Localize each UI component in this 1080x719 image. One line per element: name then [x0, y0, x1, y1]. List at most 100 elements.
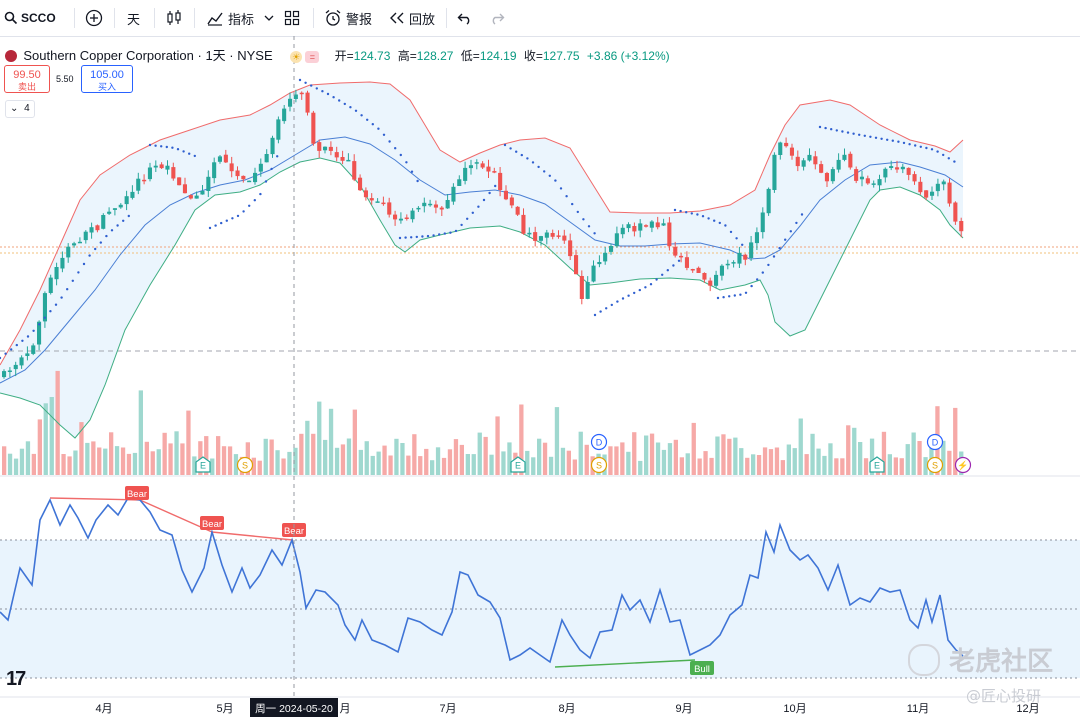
candle-body [708, 280, 713, 286]
candle-body [165, 165, 170, 170]
volume-bar [257, 460, 262, 475]
sar-dot [891, 139, 894, 142]
candle-body [451, 186, 456, 202]
candle-body [614, 233, 619, 247]
candle-body [323, 146, 328, 151]
volume-bar [727, 438, 732, 475]
compare-symbol-button[interactable] [85, 0, 103, 36]
candle-body [655, 222, 660, 228]
sar-dot [315, 87, 318, 90]
volume-bar [578, 431, 583, 475]
event-marker-letter: E [200, 461, 206, 471]
month-tick-label: 4月 [95, 703, 112, 715]
split-icon [926, 456, 944, 474]
chart-legend: Southern Copper Corporation · 1天 · NYSE … [5, 45, 670, 64]
candle-body [521, 214, 526, 234]
volume-bar [192, 456, 197, 475]
crosshair-date-label: 周一 2024-05-20 [250, 698, 338, 717]
candle-body [638, 223, 643, 231]
volume-bar [138, 390, 143, 475]
candle-body [404, 217, 409, 219]
sar-dot [750, 284, 753, 288]
volume-bar [792, 448, 797, 475]
divergence-label-text: Bear [202, 519, 222, 530]
indicator-count: 4 [24, 103, 30, 114]
sar-dot [454, 229, 458, 233]
volume-bar [364, 441, 369, 475]
candle-body [679, 255, 684, 258]
brand-text: 老虎社区 [949, 647, 1054, 677]
volume-bar [697, 458, 702, 475]
volume-bar [174, 431, 179, 475]
event-marker-letter: S [596, 461, 602, 471]
sar-dot [610, 303, 613, 307]
sar-dot [571, 202, 574, 206]
replay-button[interactable]: 回放 [389, 0, 435, 36]
undo-button[interactable] [457, 0, 473, 36]
event-marker-e: E [869, 456, 885, 473]
sar-dot [99, 241, 103, 244]
sar-dot [953, 160, 956, 163]
sar-dot [649, 283, 653, 286]
earnings-icon [869, 456, 885, 473]
buy-button[interactable]: 105.00 买入 [81, 65, 133, 93]
buy-price: 105.00 [90, 69, 124, 81]
event-marker-e: E [510, 456, 526, 473]
sar-dot [77, 271, 80, 274]
candle-body [60, 257, 65, 269]
candle-body [801, 160, 806, 167]
sar-dot [349, 106, 352, 109]
split-icon [236, 456, 254, 474]
collapse-indicators-button[interactable]: ⌄ 4 [5, 100, 35, 118]
interval-button[interactable]: 天 [127, 0, 140, 36]
candle-body [784, 142, 789, 147]
sar-dot [509, 147, 512, 150]
sar-dot [696, 213, 699, 216]
sar-dot [936, 150, 939, 153]
candle-body [398, 218, 403, 221]
candle-body [562, 235, 567, 241]
volume-bar [328, 408, 334, 475]
candle-body [492, 171, 497, 173]
candle-body [819, 164, 824, 173]
price-chart[interactable]: E S E D S E D S ⚡ Bear Bear Bear Bull 4月 5月 月 7月 8月 9月 10月 1… [0, 36, 1080, 719]
candle-body [883, 168, 888, 178]
candle-body [644, 225, 649, 227]
volume-bar [346, 438, 352, 475]
candle-body [731, 262, 736, 264]
sar-dot [332, 96, 335, 99]
candle-body [714, 274, 719, 286]
sar-dot [565, 195, 568, 198]
ohlc-values: 开=124.73 高=128.27 低=124.19 收=127.75 +3.8… [334, 49, 670, 63]
indicators-button[interactable]: 指标 [206, 0, 274, 36]
sar-dot [276, 155, 279, 158]
volume-bar [863, 458, 869, 475]
volume-bar [67, 456, 72, 475]
sar-dot [627, 294, 630, 297]
layouts-button[interactable] [284, 0, 300, 36]
sar-dot [846, 131, 850, 134]
chart-type-button[interactable] [166, 0, 182, 36]
candle-body [515, 206, 520, 215]
volume-bar [2, 446, 7, 475]
sar-dot [54, 303, 58, 306]
low-value: 124.19 [479, 49, 517, 63]
symbol-search[interactable]: SCCO [4, 0, 56, 36]
volume-bar [424, 448, 429, 475]
volume-bar [459, 444, 464, 475]
sar-dot [576, 210, 579, 214]
sar-dot [605, 307, 608, 310]
sar-dot [880, 137, 883, 140]
volume-bar [305, 420, 310, 475]
sar-dot [863, 134, 866, 137]
redo-button[interactable] [489, 0, 505, 36]
candle-body [445, 200, 450, 209]
sar-dot [543, 170, 546, 173]
alert-label: 警报 [346, 11, 373, 27]
alert-button[interactable]: 警报 [324, 0, 372, 36]
candle-body [556, 235, 561, 237]
candle-body [194, 195, 199, 199]
candle-body [433, 204, 438, 208]
sar-dot [66, 288, 69, 291]
sell-button[interactable]: 99.50 卖出 [4, 65, 50, 93]
